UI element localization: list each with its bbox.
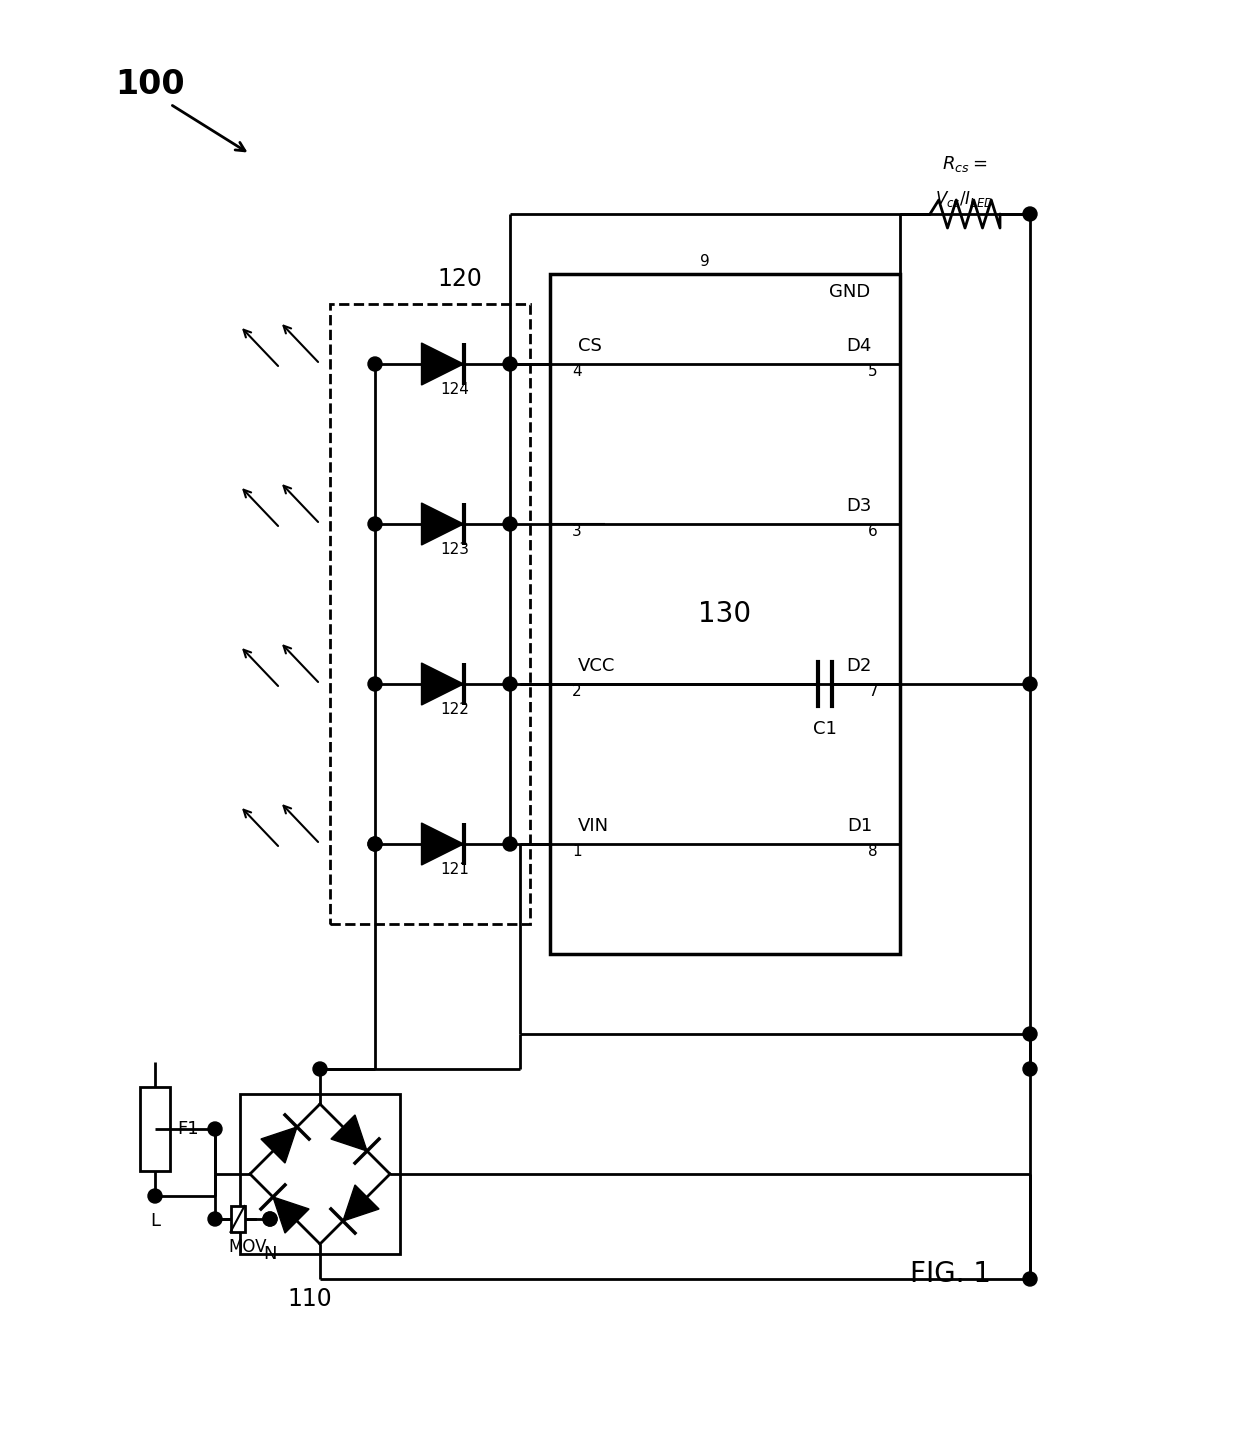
- Circle shape: [503, 518, 517, 531]
- Text: GND: GND: [828, 284, 870, 301]
- Text: MOV: MOV: [228, 1237, 267, 1256]
- Bar: [330, 304, 529, 923]
- Text: 130: 130: [698, 601, 751, 628]
- Circle shape: [208, 1122, 222, 1136]
- Text: D4: D4: [847, 337, 872, 355]
- Circle shape: [503, 358, 517, 371]
- Circle shape: [1023, 678, 1037, 691]
- Text: N: N: [263, 1245, 277, 1264]
- Bar: [140, 1088, 170, 1170]
- Circle shape: [503, 678, 517, 691]
- Text: 2: 2: [572, 685, 582, 699]
- Text: 122: 122: [440, 701, 469, 717]
- Text: VCC: VCC: [578, 657, 615, 675]
- Circle shape: [368, 838, 382, 851]
- Circle shape: [368, 358, 382, 371]
- Text: 110: 110: [288, 1287, 332, 1312]
- Circle shape: [1023, 1061, 1037, 1076]
- Polygon shape: [343, 1185, 379, 1221]
- Polygon shape: [422, 663, 464, 705]
- Text: F1: F1: [177, 1120, 198, 1138]
- Text: 100: 100: [115, 67, 185, 100]
- Bar: [231, 1205, 244, 1232]
- Bar: [551, 273, 900, 954]
- Circle shape: [1023, 1272, 1037, 1285]
- Text: $R_{cs}=$: $R_{cs}=$: [942, 154, 987, 174]
- Polygon shape: [331, 1115, 367, 1152]
- Circle shape: [368, 838, 382, 851]
- Circle shape: [1023, 206, 1037, 221]
- Circle shape: [368, 678, 382, 691]
- Polygon shape: [422, 823, 464, 865]
- Text: 8: 8: [868, 845, 878, 859]
- Circle shape: [148, 1189, 162, 1202]
- Text: 121: 121: [440, 862, 469, 877]
- Circle shape: [1023, 1027, 1037, 1041]
- Text: 9: 9: [701, 254, 709, 269]
- Text: VIN: VIN: [578, 817, 609, 835]
- Text: 5: 5: [868, 365, 878, 379]
- Text: D1: D1: [847, 817, 872, 835]
- Text: 124: 124: [440, 381, 469, 397]
- Text: C1: C1: [813, 720, 837, 739]
- Text: 7: 7: [868, 685, 878, 699]
- Bar: [241, 1093, 401, 1253]
- Text: 6: 6: [868, 525, 878, 539]
- Text: CS: CS: [578, 337, 601, 355]
- Text: 4: 4: [572, 365, 582, 379]
- Circle shape: [208, 1213, 222, 1226]
- Polygon shape: [422, 343, 464, 385]
- Polygon shape: [260, 1127, 298, 1163]
- Text: D3: D3: [847, 497, 872, 515]
- Text: $V_{cs}/I_{LED}$: $V_{cs}/I_{LED}$: [935, 189, 994, 209]
- Polygon shape: [422, 503, 464, 545]
- Text: L: L: [150, 1213, 160, 1230]
- Text: 123: 123: [440, 541, 469, 557]
- Text: 3: 3: [572, 525, 582, 539]
- Circle shape: [263, 1213, 277, 1226]
- Text: FIG. 1: FIG. 1: [909, 1261, 991, 1288]
- Circle shape: [263, 1213, 277, 1226]
- Circle shape: [312, 1061, 327, 1076]
- Circle shape: [368, 518, 382, 531]
- Text: 1: 1: [572, 845, 582, 859]
- Text: 120: 120: [438, 268, 482, 291]
- Text: D2: D2: [847, 657, 872, 675]
- Polygon shape: [273, 1197, 309, 1233]
- Circle shape: [503, 838, 517, 851]
